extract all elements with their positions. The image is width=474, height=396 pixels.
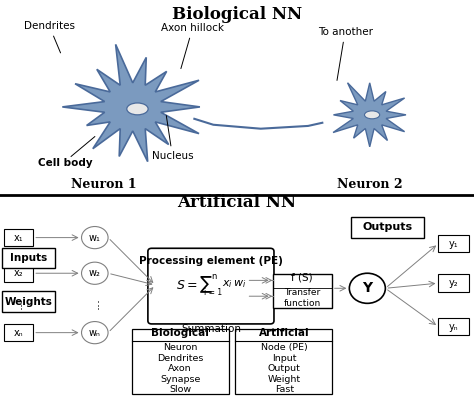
Text: x₂: x₂ [14, 268, 23, 278]
Text: Biological NN: Biological NN [172, 6, 302, 23]
Ellipse shape [127, 103, 148, 115]
Text: i = 1: i = 1 [204, 288, 222, 297]
Text: Axon: Axon [168, 364, 192, 373]
Text: ...: ... [12, 297, 25, 309]
Text: $x_i\,w_i$: $x_i\,w_i$ [222, 278, 246, 290]
Text: Neuron: Neuron [163, 343, 197, 352]
Text: Nucleus: Nucleus [152, 116, 193, 162]
Text: Inputs: Inputs [10, 253, 47, 263]
Polygon shape [62, 44, 200, 162]
Text: Neuron 2: Neuron 2 [337, 178, 402, 191]
FancyBboxPatch shape [148, 248, 274, 324]
Text: Artificial NN: Artificial NN [177, 194, 297, 211]
Text: wₙ: wₙ [89, 327, 101, 338]
Circle shape [82, 227, 108, 249]
Text: Biological: Biological [151, 328, 209, 339]
FancyBboxPatch shape [438, 235, 469, 252]
FancyBboxPatch shape [4, 265, 33, 282]
Text: w₁: w₁ [89, 232, 101, 243]
Text: x₁: x₁ [14, 232, 23, 243]
Text: To another: To another [318, 27, 373, 80]
Text: ...: ... [88, 297, 101, 309]
Text: y₂: y₂ [449, 278, 458, 288]
Text: Y: Y [362, 281, 373, 295]
Text: n: n [211, 272, 217, 281]
Text: Dendrites: Dendrites [24, 21, 75, 53]
Text: Dendrites: Dendrites [157, 354, 203, 363]
Text: $S = \sum$: $S = \sum$ [176, 274, 213, 295]
Text: yₙ: yₙ [449, 322, 458, 332]
Text: Transfer
function: Transfer function [283, 288, 320, 308]
Text: y₁: y₁ [449, 238, 458, 249]
Ellipse shape [365, 111, 380, 119]
FancyBboxPatch shape [4, 229, 33, 246]
FancyBboxPatch shape [273, 274, 332, 308]
Text: f (S): f (S) [291, 273, 313, 283]
FancyBboxPatch shape [2, 291, 55, 312]
Text: Synapse: Synapse [160, 375, 201, 384]
Circle shape [82, 262, 108, 284]
FancyBboxPatch shape [235, 329, 332, 394]
FancyBboxPatch shape [2, 248, 55, 268]
Text: xₙ: xₙ [14, 327, 23, 338]
Polygon shape [333, 83, 406, 147]
FancyBboxPatch shape [4, 324, 33, 341]
FancyBboxPatch shape [438, 274, 469, 292]
Text: Weights: Weights [4, 297, 53, 307]
Text: Node (PE): Node (PE) [261, 343, 308, 352]
Text: Fast: Fast [275, 385, 294, 394]
Text: Cell body: Cell body [38, 158, 92, 168]
Text: w₂: w₂ [89, 268, 101, 278]
Text: Axon hillock: Axon hillock [161, 23, 224, 69]
Text: Slow: Slow [169, 385, 191, 394]
Text: Processing element (PE): Processing element (PE) [139, 255, 283, 266]
FancyBboxPatch shape [351, 217, 424, 238]
FancyBboxPatch shape [132, 329, 229, 394]
Text: Artificial: Artificial [259, 328, 310, 339]
FancyBboxPatch shape [438, 318, 469, 335]
Circle shape [82, 322, 108, 344]
Text: Weight: Weight [268, 375, 301, 384]
Text: Neuron 1: Neuron 1 [72, 178, 137, 191]
Text: Outputs: Outputs [362, 222, 412, 232]
Text: Summation: Summation [181, 324, 241, 333]
Text: Input: Input [272, 354, 297, 363]
Text: Output: Output [268, 364, 301, 373]
Circle shape [349, 273, 385, 303]
